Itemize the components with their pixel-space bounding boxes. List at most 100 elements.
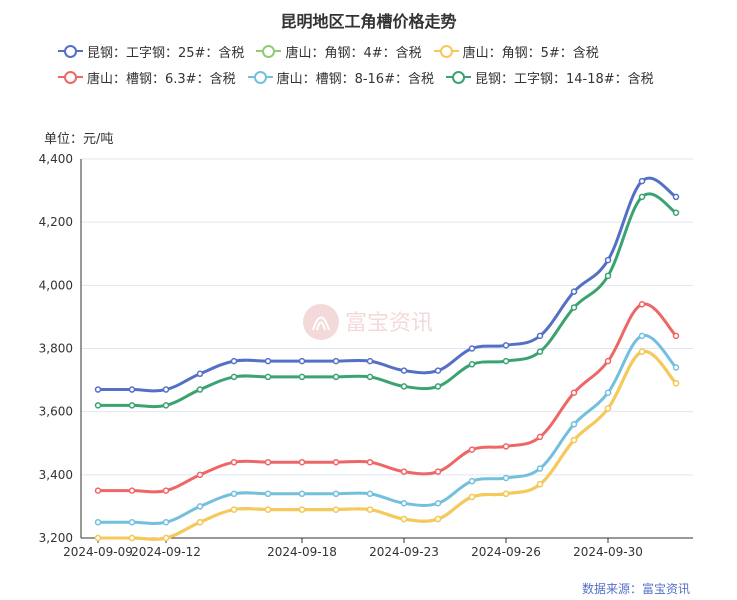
data-point[interactable] — [638, 193, 646, 201]
data-point[interactable] — [570, 421, 578, 428]
data-point[interactable] — [536, 465, 544, 472]
data-point[interactable] — [128, 386, 136, 393]
data-point[interactable] — [94, 534, 102, 542]
data-point[interactable] — [196, 370, 204, 378]
data-point[interactable] — [230, 490, 238, 498]
data-point[interactable] — [264, 506, 272, 513]
data-point[interactable] — [128, 487, 136, 494]
data-point[interactable] — [502, 357, 510, 365]
data-point[interactable] — [604, 389, 612, 396]
data-point[interactable] — [366, 373, 374, 381]
data-point[interactable] — [434, 383, 442, 390]
data-point[interactable] — [298, 458, 306, 466]
data-point[interactable] — [332, 357, 340, 365]
data-point[interactable] — [434, 500, 442, 507]
data-point[interactable] — [604, 256, 612, 264]
data-point[interactable] — [298, 373, 306, 381]
data-point[interactable] — [264, 490, 272, 498]
data-point[interactable] — [162, 534, 170, 542]
data-point[interactable] — [196, 471, 204, 479]
data-point[interactable] — [128, 518, 136, 526]
data-point[interactable] — [638, 301, 646, 308]
data-point[interactable] — [434, 468, 442, 475]
data-point[interactable] — [536, 332, 544, 340]
data-point[interactable] — [94, 487, 102, 494]
data-point[interactable] — [502, 443, 510, 450]
data-point[interactable] — [434, 515, 442, 523]
data-point[interactable] — [366, 357, 374, 365]
data-point[interactable] — [672, 379, 680, 387]
data-point[interactable] — [672, 209, 680, 216]
data-point[interactable] — [468, 493, 476, 501]
legend-swatch-icon — [445, 70, 471, 84]
data-point[interactable] — [468, 361, 476, 368]
data-point[interactable] — [366, 490, 374, 498]
data-point[interactable] — [332, 506, 340, 513]
data-point[interactable] — [570, 389, 578, 396]
data-point[interactable] — [162, 402, 170, 409]
data-point[interactable] — [400, 367, 408, 374]
data-point[interactable] — [604, 405, 612, 412]
data-point[interactable] — [468, 477, 476, 485]
data-point[interactable] — [536, 348, 544, 355]
data-point[interactable] — [570, 288, 578, 295]
data-point[interactable] — [298, 506, 306, 513]
data-point[interactable] — [638, 177, 646, 185]
data-point[interactable] — [400, 468, 408, 475]
legend-item-series-1[interactable]: 昆钢：工字钢：25#：含税 — [58, 42, 244, 61]
data-point[interactable] — [162, 487, 170, 494]
data-point[interactable] — [162, 518, 170, 526]
data-point[interactable] — [298, 357, 306, 365]
data-point[interactable] — [638, 332, 646, 340]
data-point[interactable] — [196, 518, 204, 526]
data-point[interactable] — [196, 386, 204, 393]
data-point[interactable] — [536, 481, 544, 488]
data-point[interactable] — [366, 506, 374, 513]
legend-item-series-6[interactable]: 昆钢：工字钢：14-18#：含税 — [445, 68, 654, 87]
data-point[interactable] — [604, 272, 612, 280]
data-point[interactable] — [468, 446, 476, 453]
data-point[interactable] — [264, 357, 272, 365]
data-point[interactable] — [672, 332, 680, 340]
series-line-5 — [96, 334, 678, 525]
data-point[interactable] — [400, 515, 408, 523]
data-point[interactable] — [94, 386, 102, 393]
data-point[interactable] — [672, 193, 680, 201]
data-point[interactable] — [502, 342, 510, 349]
data-point[interactable] — [604, 357, 612, 365]
y-tick-label: 4,400 — [39, 152, 73, 166]
data-point[interactable] — [400, 500, 408, 507]
legend-item-series-5[interactable]: 唐山：槽钢：8-16#：含税 — [247, 68, 434, 87]
data-point[interactable] — [638, 348, 646, 355]
data-point[interactable] — [230, 357, 238, 365]
data-point[interactable] — [434, 367, 442, 374]
legend-item-series-4[interactable]: 唐山：槽钢：6.3#：含税 — [58, 68, 236, 87]
x-tick-label: 2024-09-12 — [131, 545, 201, 559]
data-point[interactable] — [230, 373, 238, 381]
data-point[interactable] — [128, 402, 136, 409]
data-point[interactable] — [366, 458, 374, 466]
data-point[interactable] — [230, 506, 238, 513]
data-point[interactable] — [264, 458, 272, 466]
data-point[interactable] — [230, 458, 238, 466]
legend-item-series-3[interactable]: 唐山：角钢：5#：含税 — [433, 42, 599, 61]
data-point[interactable] — [468, 345, 476, 352]
data-point[interactable] — [128, 534, 136, 542]
data-point[interactable] — [94, 518, 102, 526]
data-point[interactable] — [502, 490, 510, 498]
data-point[interactable] — [400, 383, 408, 390]
data-point[interactable] — [94, 402, 102, 409]
data-point[interactable] — [672, 364, 680, 371]
data-point[interactable] — [502, 474, 510, 482]
data-point[interactable] — [298, 490, 306, 498]
data-point[interactable] — [570, 436, 578, 444]
data-point[interactable] — [570, 304, 578, 311]
data-point[interactable] — [536, 433, 544, 441]
data-point[interactable] — [332, 490, 340, 498]
data-point[interactable] — [162, 386, 170, 393]
data-point[interactable] — [332, 373, 340, 381]
data-point[interactable] — [196, 503, 204, 510]
legend-item-series-2[interactable]: 唐山：角钢：4#：含税 — [256, 42, 422, 61]
data-point[interactable] — [332, 458, 340, 466]
data-point[interactable] — [264, 373, 272, 381]
